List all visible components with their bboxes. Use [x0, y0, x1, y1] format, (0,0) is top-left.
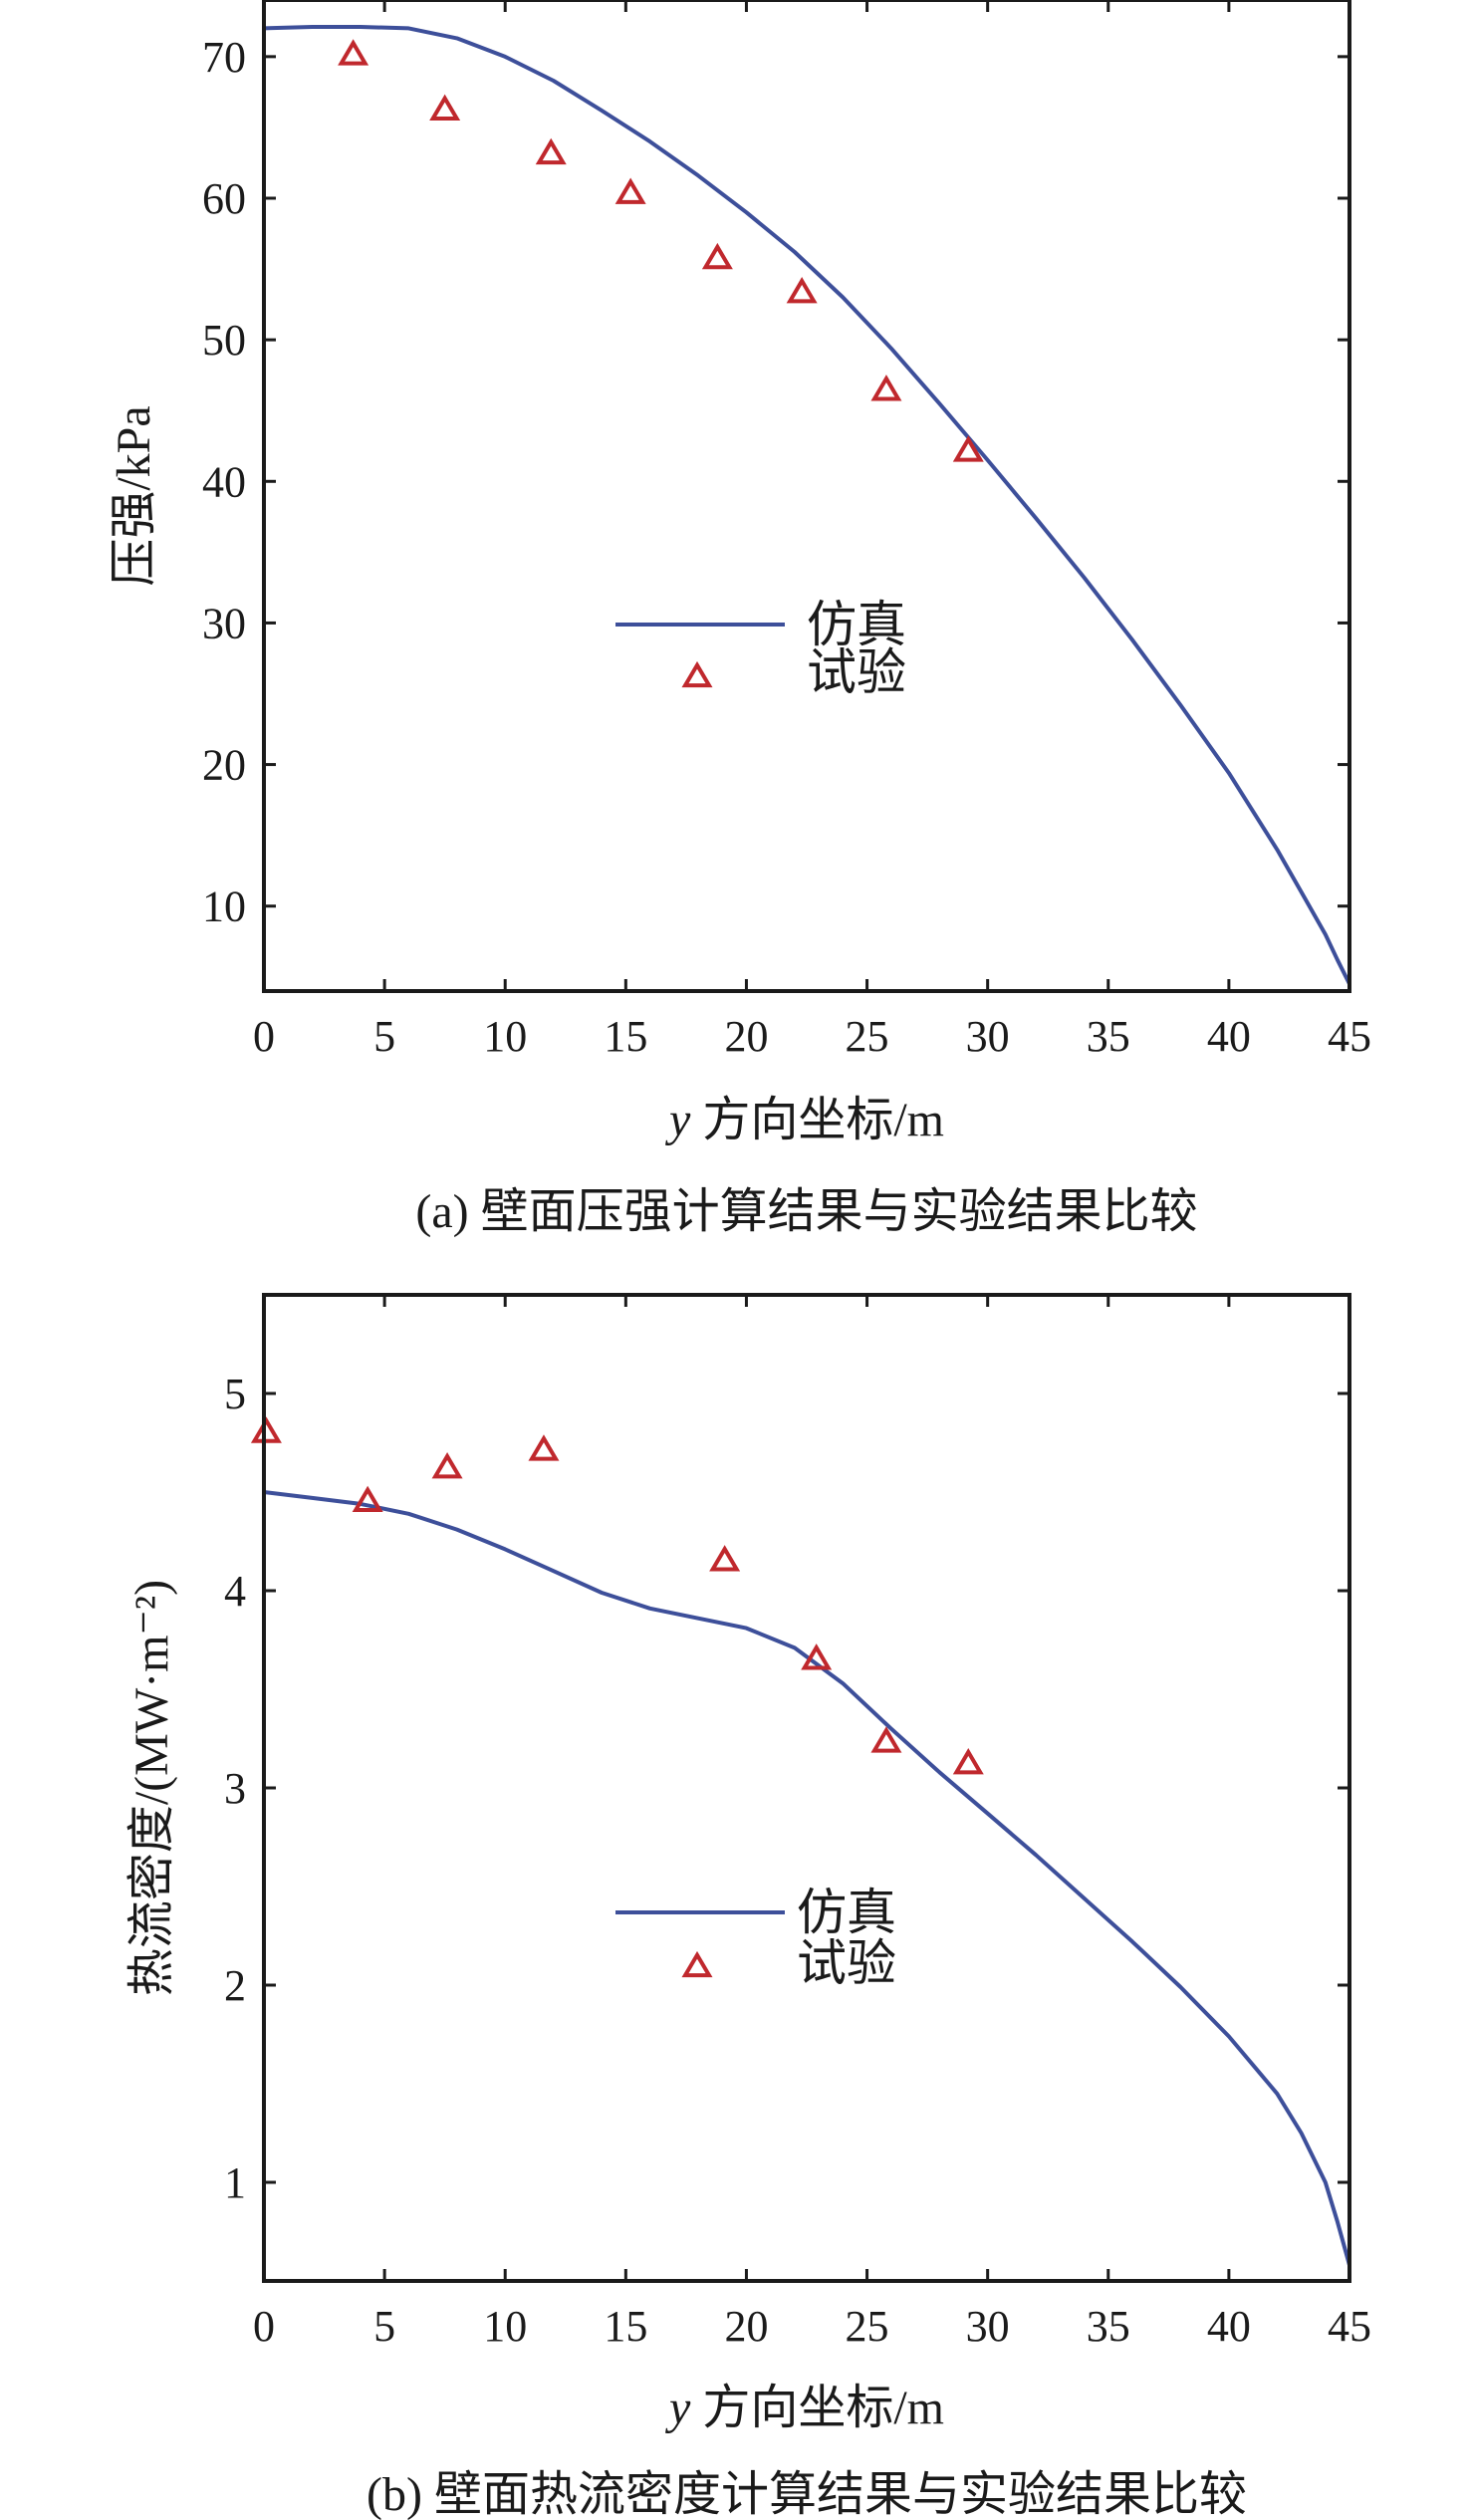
- panel-b-frame: [262, 1293, 1351, 2283]
- panel-a-x-tick-label: 10: [483, 1012, 527, 1061]
- panel-a-y-axis-title: 压强/kPa: [108, 405, 160, 586]
- panel-b-x-tick-label: 45: [1328, 2302, 1371, 2351]
- panel-b-y-tick-label: 1: [224, 2158, 246, 2207]
- panel-b-x-axis-unit: 方向坐标/m: [690, 2382, 944, 2434]
- panel-a-y-tick-label: 70: [202, 33, 246, 82]
- panel-b-x-tick-label: 10: [483, 2302, 527, 2351]
- panel-a-x-tick-label: 0: [253, 1012, 275, 1061]
- panel-a-x-tick-label: 30: [966, 1012, 1010, 1061]
- panel-b-x-tick-label: 40: [1207, 2302, 1251, 2351]
- panel-a-y-tick-label: 50: [202, 316, 246, 365]
- panel-b-caption: (b) 壁面热流密度计算结果与实验结果比较: [367, 2468, 1247, 2520]
- panel-b-test-point: [870, 1726, 902, 1753]
- panel-a-test-point: [338, 39, 369, 66]
- panel-b-series-line-sim: [263, 1490, 1351, 2266]
- panel-a-legend: 仿真 试验: [615, 597, 906, 700]
- panel-a-x-tick-label: 35: [1087, 1012, 1130, 1061]
- panel-a-caption: (a) 壁面压强计算结果与实验结果比较: [415, 1185, 1197, 1238]
- panel-b-test-point: [709, 1545, 741, 1572]
- panel-b-x-tick-label: 15: [604, 2302, 647, 2351]
- panel-a-x-axis-title: y 方向坐标/m: [664, 1094, 944, 1146]
- panel-b-plot-area: [250, 1416, 1351, 2266]
- panel-b-test-point: [250, 1416, 282, 1443]
- panel-b-legend-label-test: 试验: [797, 1935, 896, 1991]
- panel-a-x-axis-unit: 方向坐标/m: [690, 1094, 944, 1146]
- panel-b-x-axis-title: y 方向坐标/m: [664, 2382, 944, 2434]
- panel-b-x-tick-label: 0: [253, 2302, 275, 2351]
- panel-a-y-tick-label: 60: [202, 174, 246, 223]
- panel-a-x-tick-label: 20: [724, 1012, 768, 1061]
- panel-b-y-axis-title: 热流密度/(MW·m⁻²): [125, 1580, 178, 1996]
- panel-b-y-tick-label: 2: [224, 1961, 246, 2010]
- panel-a-y-tick-label: 20: [202, 741, 246, 790]
- panel-a-x-tick-label: 40: [1207, 1012, 1251, 1061]
- panel-b-test-point: [352, 1485, 383, 1513]
- panel-a-test-point: [786, 277, 818, 304]
- panel-a-series-line-sim: [263, 25, 1351, 985]
- panel-a-x-tick-label: 15: [604, 1012, 647, 1061]
- panel-a-test-point: [614, 177, 646, 204]
- panel-b-test-point: [952, 1748, 984, 1775]
- panel-a-x-tick-label: 5: [373, 1012, 395, 1061]
- panel-b-x-tick-label: 5: [373, 2302, 395, 2351]
- panel-b-y-tick-label: 4: [224, 1567, 246, 1616]
- panel-b-x-tick-label: 30: [966, 2302, 1010, 2351]
- panel-b-legend-triangle-swatch: [681, 1950, 713, 1978]
- panel-b-x-axis-variable: y: [664, 2382, 691, 2434]
- panel-b-y-tick-label: 3: [224, 1764, 246, 1813]
- panel-a-y-tick-label: 40: [202, 457, 246, 506]
- panel-a-legend-label-sim: 仿真: [807, 597, 906, 652]
- panel-a-frame: [262, 0, 1351, 993]
- panel-a-test-point: [429, 94, 461, 122]
- panel-a-plot-area: [263, 25, 1351, 985]
- panel-a: 0 5 10 15 20 25 30 35 40 45 10 20 30 40 50 60 70 仿真 试验 压…: [108, 0, 1371, 1238]
- panel-b-test-point: [431, 1452, 463, 1479]
- panel-b-x-tick-label: 25: [846, 2302, 889, 2351]
- panel-b-test-point: [801, 1643, 833, 1670]
- panel-a-legend-triangle-swatch: [681, 660, 713, 688]
- panel-a-y-tick-label: 10: [202, 882, 246, 931]
- panel-a-test-point: [701, 242, 733, 270]
- panel-a-y-tick-label: 30: [202, 599, 246, 647]
- panel-b-legend-label-sim: 仿真: [797, 1885, 896, 1940]
- panel-b-y-tick-label: 5: [224, 1370, 246, 1418]
- panel-b-legend: 仿真 试验: [615, 1885, 896, 1991]
- panel-a-legend-label-test: 试验: [807, 644, 906, 700]
- panel-b-x-tick-label: 20: [724, 2302, 768, 2351]
- panel-b-test-point: [528, 1434, 560, 1461]
- panel-a-test-point: [535, 137, 567, 165]
- panel-a-grid-ticks: 0 5 10 15 20 25 30 35 40 45 10 20 30 40 50 60 70: [202, 0, 1371, 1061]
- panel-b-x-tick-label: 35: [1087, 2302, 1130, 2351]
- panel-a-x-axis-variable: y: [664, 1094, 691, 1146]
- panel-a-x-tick-label: 45: [1328, 1012, 1371, 1061]
- panel-a-test-point: [870, 375, 902, 401]
- panel-a-x-tick-label: 25: [846, 1012, 889, 1061]
- panel-a-test-point: [952, 435, 984, 462]
